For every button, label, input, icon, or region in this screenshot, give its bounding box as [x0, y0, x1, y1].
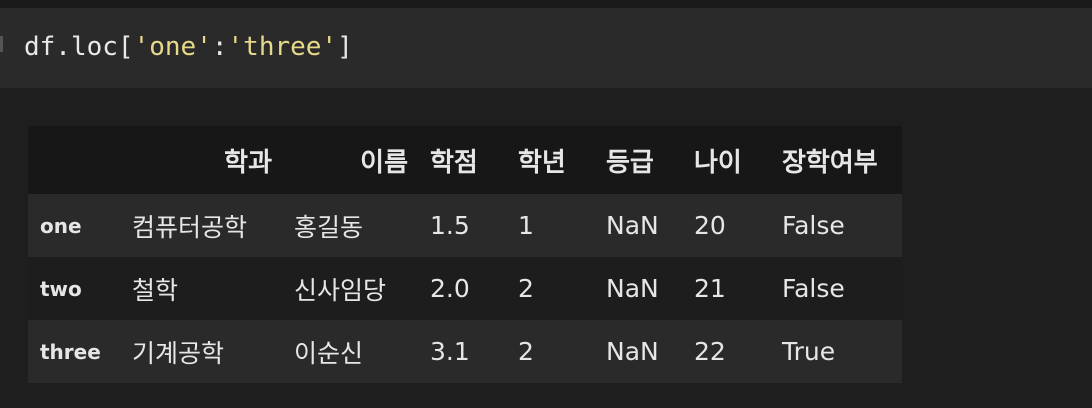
column-header: 학년	[506, 126, 594, 194]
table-row: one 컴퓨터공학 홍길동 1.5 1 NaN 20 False	[28, 194, 902, 257]
column-header: 나이	[682, 126, 770, 194]
dataframe-table: 학과 이름 학점 학년 등급 나이 장학여부 one 컴퓨터공학 홍길동 1.5…	[28, 126, 902, 383]
table-cell: False	[770, 194, 902, 257]
table-cell: 20	[682, 194, 770, 257]
code-cell[interactable]: df.loc['one':'three']	[0, 8, 1092, 88]
table-row: two 철학 신사임당 2.0 2 NaN 21 False	[28, 257, 902, 320]
output-area: 학과 이름 학점 학년 등급 나이 장학여부 one 컴퓨터공학 홍길동 1.5…	[0, 88, 1092, 408]
index-header	[28, 126, 120, 194]
table-cell: 2	[506, 257, 594, 320]
table-cell: NaN	[594, 320, 682, 383]
table-cell: 1	[506, 194, 594, 257]
table-cell: True	[770, 320, 902, 383]
code-token-arg-start: 'one'	[133, 32, 212, 62]
table-cell: 이순신	[282, 320, 418, 383]
table-row: three 기계공학 이순신 3.1 2 NaN 22 True	[28, 320, 902, 383]
code-token-separator: :	[211, 32, 228, 62]
row-index: three	[28, 320, 120, 383]
cell-marker	[0, 36, 3, 52]
table-cell: NaN	[594, 194, 682, 257]
table-cell: 2.0	[418, 257, 506, 320]
top-divider	[0, 0, 1092, 8]
table-cell: 1.5	[418, 194, 506, 257]
row-index: two	[28, 257, 120, 320]
row-index: one	[28, 194, 120, 257]
table-cell: 신사임당	[282, 257, 418, 320]
column-header: 학점	[418, 126, 506, 194]
column-header: 등급	[594, 126, 682, 194]
column-header: 이름	[282, 126, 418, 194]
code-token-suffix: ]	[337, 32, 353, 62]
table-cell: 3.1	[418, 320, 506, 383]
column-header: 학과	[120, 126, 282, 194]
table-cell: 22	[682, 320, 770, 383]
column-header: 장학여부	[770, 126, 902, 194]
code-line[interactable]: df.loc['one':'three']	[24, 30, 353, 64]
code-token-prefix: df.loc[	[24, 32, 134, 62]
table-cell: 기계공학	[120, 320, 282, 383]
table-cell: 홍길동	[282, 194, 418, 257]
table-cell: 21	[682, 257, 770, 320]
table-cell: 컴퓨터공학	[120, 194, 282, 257]
code-token-arg-end: 'three'	[227, 32, 338, 62]
table-cell: 2	[506, 320, 594, 383]
table-cell: False	[770, 257, 902, 320]
table-cell: 철학	[120, 257, 282, 320]
header-row: 학과 이름 학점 학년 등급 나이 장학여부	[28, 126, 902, 194]
table-cell: NaN	[594, 257, 682, 320]
